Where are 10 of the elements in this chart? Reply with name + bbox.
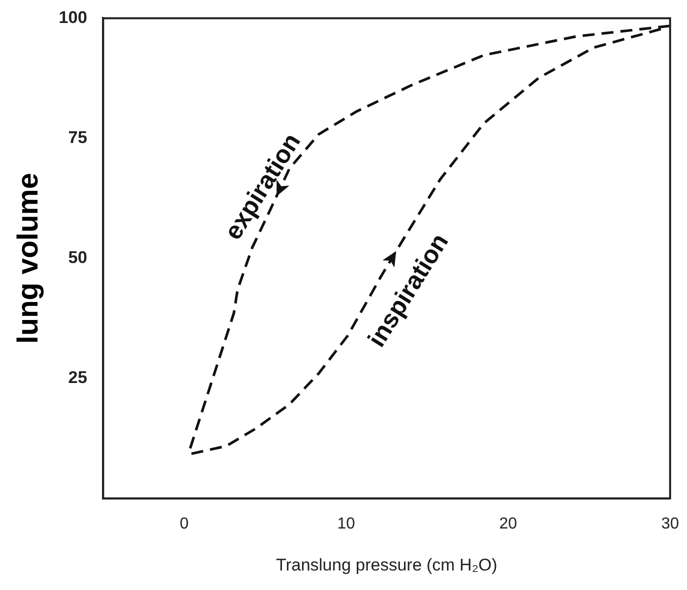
x-axis-title: Translung pressure (cm H₂O) xyxy=(276,555,498,574)
x-tick-label: 20 xyxy=(499,515,518,532)
y-tick-label: 75 xyxy=(68,128,88,147)
y-tick-label: 50 xyxy=(68,248,88,267)
y-axis-title: lung volume xyxy=(12,172,44,344)
x-tick-label: 30 xyxy=(661,515,680,532)
y-tick-label: 100 xyxy=(58,8,88,27)
x-tick-label: 10 xyxy=(337,515,356,532)
x-tick-label: 0 xyxy=(180,515,189,532)
y-tick-label: 25 xyxy=(68,368,88,388)
